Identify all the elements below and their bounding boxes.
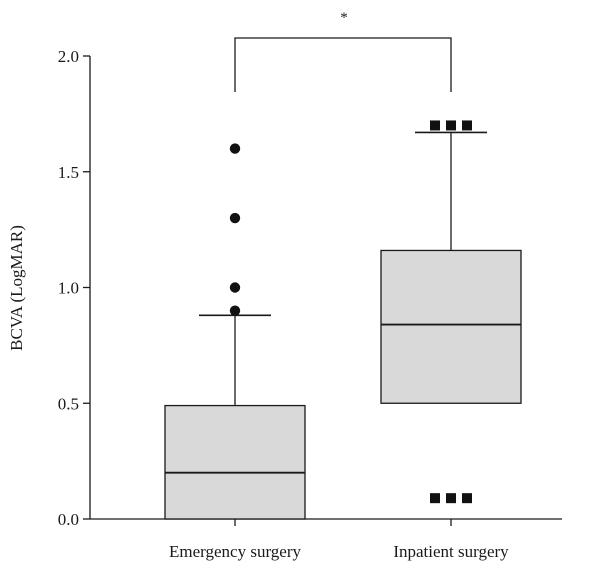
significance-line <box>234 37 452 92</box>
x-tick-label: Inpatient surgery <box>393 542 509 561</box>
y-tick-label: 0.0 <box>58 510 79 529</box>
x-axis: Emergency surgery Inpatient surgery <box>90 518 562 561</box>
box <box>380 249 522 404</box>
plot-area <box>164 120 522 520</box>
outlier-point <box>430 120 440 131</box>
y-tick-label: 0.5 <box>58 394 79 413</box>
outlier-point <box>446 120 456 131</box>
outlier-point <box>229 282 241 293</box>
y-tick-label: 1.0 <box>58 279 79 298</box>
outlier-point <box>462 493 472 504</box>
y-axis-label: BCVA (LogMAR) <box>7 225 26 351</box>
outlier-point <box>430 493 440 504</box>
significance-label: * <box>340 10 348 26</box>
outlier-point <box>229 305 241 316</box>
y-tick-label: 2.0 <box>58 47 79 66</box>
outlier-point <box>446 493 456 504</box>
outlier-point <box>462 120 472 131</box>
box-group <box>164 143 306 520</box>
box <box>164 404 306 520</box>
outlier-point <box>229 212 241 224</box>
y-tick-label: 1.5 <box>58 163 79 182</box>
significance-bracket: * <box>234 10 452 92</box>
outlier-point <box>229 143 241 154</box>
y-axis: 0.0 0.5 1.0 1.5 2.0 <box>58 47 91 529</box>
box-group <box>380 120 522 504</box>
x-tick-label: Emergency surgery <box>169 542 302 561</box>
